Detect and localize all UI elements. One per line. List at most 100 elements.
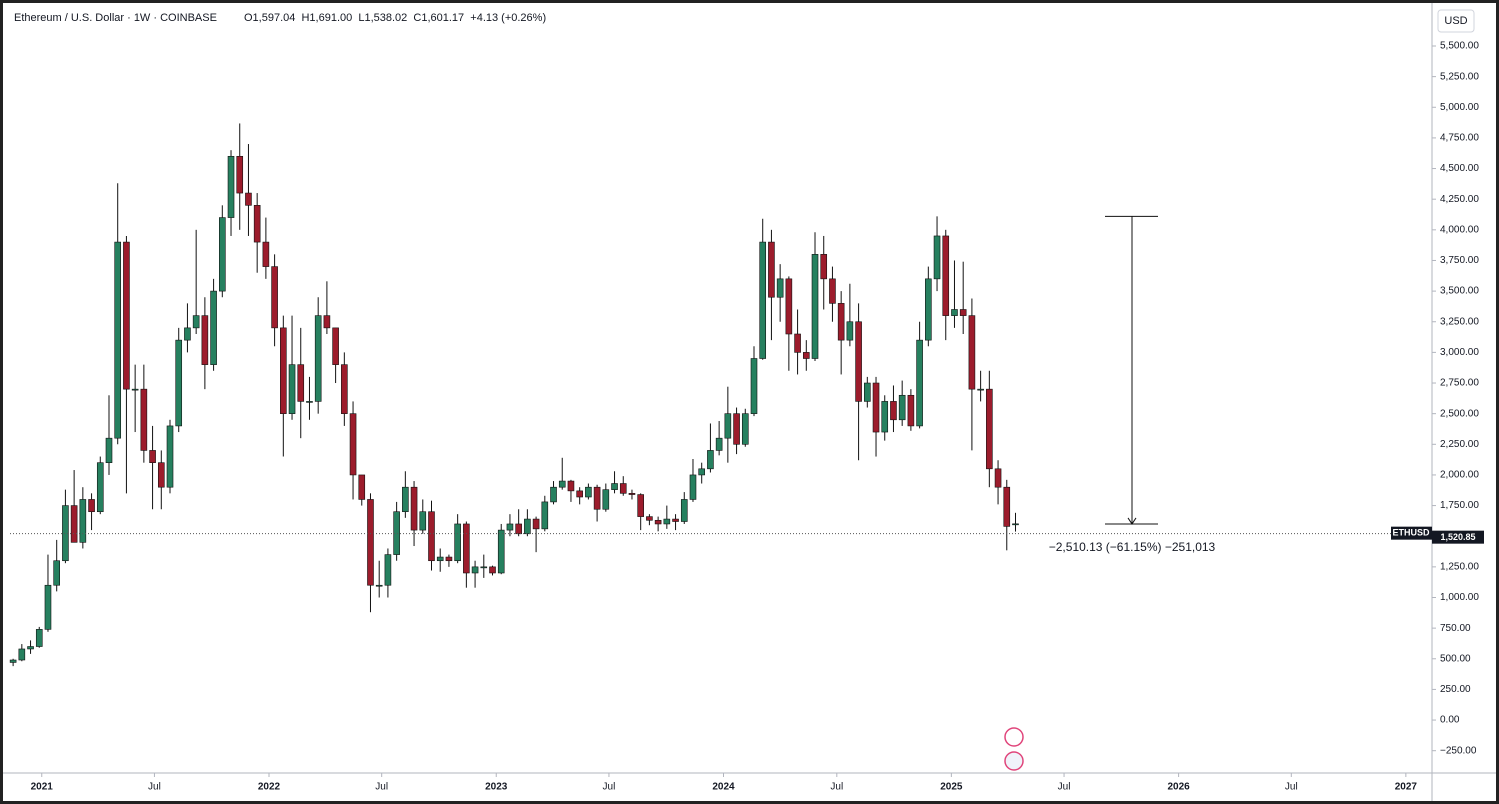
candle-body	[532, 518, 540, 530]
candle-body	[210, 290, 217, 365]
candle-body	[341, 364, 348, 414]
candle-body	[297, 364, 305, 402]
measure-arrowhead	[1127, 517, 1137, 525]
candle-body	[349, 413, 357, 476]
y-tick-label: 3,750.00	[1440, 255, 1479, 266]
candle-body	[219, 217, 226, 292]
candle-body	[951, 309, 958, 316]
y-tick-label: 2,000.00	[1440, 470, 1479, 481]
candle-body	[733, 413, 740, 445]
candle-body	[724, 413, 732, 439]
candle-body	[463, 523, 470, 574]
candle-body	[611, 483, 618, 490]
symbol-tag	[1391, 526, 1432, 540]
x-tick-label: Jul	[375, 782, 388, 793]
candle-body	[114, 241, 122, 439]
x-tick-label: 2022	[258, 782, 281, 793]
candle-body	[367, 499, 374, 586]
chart-title: Ethereum / U.S. Dollar · 1W · COINBASE	[14, 12, 217, 24]
candle-body	[898, 394, 906, 421]
y-tick-label: 4,000.00	[1440, 224, 1479, 235]
candle-body	[776, 278, 784, 298]
candle-body	[994, 468, 1002, 488]
event-icon[interactable]	[1004, 727, 1024, 747]
candle-body	[123, 241, 130, 390]
candle-body	[253, 205, 261, 243]
candle-body	[149, 450, 156, 463]
candle-body	[471, 566, 479, 574]
candle-body	[550, 486, 557, 503]
currency-button[interactable]	[1437, 9, 1475, 33]
x-tick-label: 2027	[1395, 782, 1418, 793]
candle-body	[192, 315, 200, 329]
candle-body	[759, 241, 767, 359]
candle-body	[489, 566, 496, 574]
candle-body	[375, 584, 383, 587]
candle-body	[497, 529, 505, 574]
candle-body	[637, 494, 644, 517]
candle-body	[236, 155, 244, 194]
x-tick-label: Jul	[1058, 782, 1071, 793]
candle-body	[454, 523, 461, 562]
y-tick-label: 5,500.00	[1440, 41, 1479, 52]
candle-body	[410, 486, 418, 531]
y-tick-label: 3,000.00	[1440, 347, 1479, 358]
candle-body	[27, 646, 34, 650]
candle-body	[358, 474, 366, 500]
candle-body	[837, 303, 845, 341]
candle-body	[79, 499, 87, 543]
y-tick-label: 0.00	[1440, 715, 1460, 726]
candle-body	[672, 518, 679, 522]
currency[interactable]: USD	[1444, 15, 1467, 27]
y-tick-label: 5,000.00	[1440, 102, 1479, 113]
candle-body	[663, 518, 671, 525]
candle-body	[35, 629, 43, 647]
candle-body	[707, 450, 714, 470]
candle-body	[53, 560, 60, 586]
candle-body	[576, 490, 583, 498]
candle-body	[140, 388, 148, 451]
candle-body	[184, 327, 191, 341]
candle-body	[157, 462, 165, 488]
candle-body	[314, 315, 322, 402]
y-tick-label: 5,250.00	[1440, 71, 1479, 82]
candle-body	[654, 519, 662, 525]
candle-body	[689, 474, 697, 500]
y-tick-label: 1,000.00	[1440, 592, 1479, 603]
candle-body	[829, 278, 836, 304]
y-tick-label: −250.00	[1440, 745, 1477, 756]
candle-body	[306, 401, 313, 403]
x-tick-label: Jul	[148, 782, 161, 793]
y-tick-label: 2,750.00	[1440, 378, 1479, 389]
y-tick-label: 250.00	[1440, 684, 1471, 695]
candle-body	[768, 241, 775, 298]
y-tick-label: 4,250.00	[1440, 194, 1479, 205]
candle-body	[881, 401, 889, 433]
y-tick-label: 1,250.00	[1440, 561, 1479, 572]
candle-body	[515, 523, 522, 535]
candle-body	[680, 499, 688, 522]
candle-body	[280, 327, 287, 414]
measure-label: −2,510.13 (−61.15%) −251,013	[1049, 540, 1216, 554]
candle-body	[227, 155, 235, 218]
candle-body	[846, 321, 854, 341]
candle-body	[820, 254, 828, 280]
candle-body	[402, 486, 409, 513]
symbol-label: ETHUSD	[1392, 528, 1430, 538]
candle-body	[288, 364, 296, 414]
candle-body	[968, 315, 976, 390]
candle-body	[864, 382, 871, 402]
candle-body	[271, 266, 278, 329]
candle-body	[855, 321, 862, 402]
candle-body	[428, 511, 435, 562]
event-icon[interactable]	[1004, 751, 1024, 771]
candle-body	[96, 462, 104, 513]
candle-body	[750, 358, 758, 414]
candle-body	[1012, 523, 1019, 526]
candle-body	[18, 648, 26, 661]
candle-body	[916, 339, 923, 427]
price-tag	[1432, 530, 1484, 544]
ohlc-readout: O1,597.04 H1,691.00 L1,538.02 C1,601.17 …	[244, 12, 546, 24]
candle-body	[393, 511, 400, 555]
x-tick-label: 2024	[712, 782, 735, 793]
